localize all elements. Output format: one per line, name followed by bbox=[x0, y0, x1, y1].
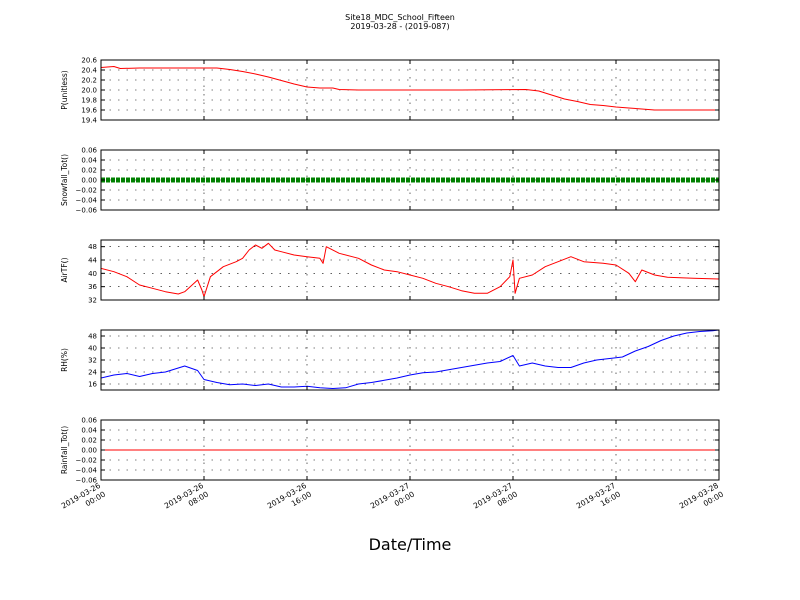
y-tick-label: 19.8 bbox=[81, 97, 97, 105]
y-tick-label: 48 bbox=[88, 243, 97, 251]
chart-subtitle: 2019-03-28 - (2019-087) bbox=[350, 22, 449, 31]
y-axis-label: Rainfall_Tot() bbox=[60, 426, 69, 474]
y-tick-label: 20.2 bbox=[81, 77, 97, 85]
panels-group: 19.4 19.6 19.8 20.0 20.2 20.4 20.6 P(unitless) −… bbox=[60, 57, 720, 485]
y-tick-label: 20.4 bbox=[81, 67, 97, 75]
y-tick-label: −0.02 bbox=[76, 457, 97, 465]
y-tick-label: 36 bbox=[88, 283, 97, 291]
y-tick-label: 32 bbox=[88, 357, 97, 365]
panel-4: 16 24 32 40 48 RH(%) bbox=[60, 329, 720, 391]
series-line bbox=[101, 66, 719, 111]
y-tick-label: 20.0 bbox=[81, 87, 97, 95]
y-tick-label: 19.6 bbox=[81, 107, 97, 115]
y-tick-label: 24 bbox=[88, 369, 97, 377]
y-tick-label: −0.02 bbox=[76, 187, 97, 195]
y-tick-label: 0.06 bbox=[81, 147, 97, 155]
panel-5: −0.06 −0.04 −0.02 0.00 0.02 0.04 0.06 Rainfall_… bbox=[60, 417, 720, 485]
y-tick-label: 44 bbox=[88, 257, 97, 265]
y-tick-label: −0.06 bbox=[76, 207, 98, 215]
panel-1: 19.4 19.6 19.8 20.0 20.2 20.4 20.6 P(unitless) bbox=[60, 57, 720, 125]
panel-3: 32 36 40 44 48 AirTF() bbox=[60, 239, 720, 305]
y-tick-label: 40 bbox=[88, 270, 97, 278]
y-tick-label: 20.6 bbox=[81, 57, 97, 65]
y-axis-label: Snowfall_Tot() bbox=[60, 154, 69, 206]
y-tick-label: −0.06 bbox=[76, 477, 98, 485]
y-tick-label: −0.04 bbox=[76, 197, 98, 205]
y-tick-label: 0.02 bbox=[81, 437, 97, 445]
panel-2: −0.06 −0.04 −0.02 0.00 0.02 0.04 0.06 Snowfall_… bbox=[60, 147, 720, 215]
y-axis-label: P(unitless) bbox=[60, 70, 69, 109]
y-tick-label: 0.02 bbox=[81, 167, 97, 175]
y-axis-label: RH(%) bbox=[60, 348, 69, 372]
y-tick-label: 32 bbox=[88, 297, 97, 305]
y-tick-label: 0.06 bbox=[81, 417, 97, 425]
y-tick-label: 0.00 bbox=[81, 177, 97, 185]
y-tick-label: 40 bbox=[88, 345, 97, 353]
y-axis-label: AirTF() bbox=[60, 257, 69, 282]
y-tick-label: 16 bbox=[88, 381, 97, 389]
y-tick-label: 48 bbox=[88, 333, 97, 341]
y-tick-label: 19.4 bbox=[81, 117, 97, 125]
series-line bbox=[101, 330, 719, 389]
y-tick-label: 0.00 bbox=[81, 447, 97, 455]
chart-title: Site18_MDC_School_Fifteen bbox=[345, 13, 455, 22]
y-tick-label: −0.04 bbox=[76, 467, 98, 475]
x-axis-label: Date/Time bbox=[369, 535, 452, 554]
y-tick-label: 0.04 bbox=[81, 157, 97, 165]
y-tick-label: 0.04 bbox=[81, 427, 97, 435]
series-line bbox=[101, 242, 719, 298]
